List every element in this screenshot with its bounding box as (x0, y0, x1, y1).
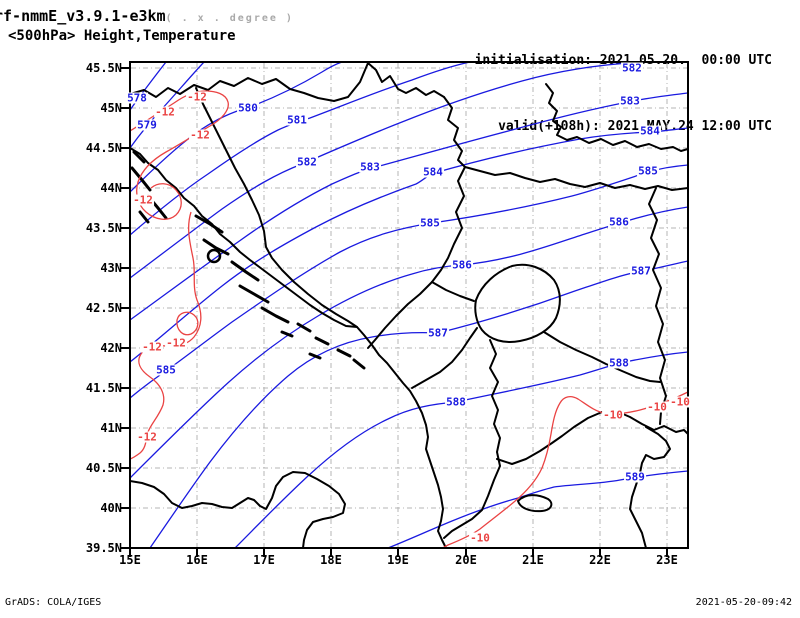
grid-lines (131, 63, 687, 547)
height-label-585: 585 (419, 216, 441, 230)
height-label-580: 580 (237, 101, 259, 115)
lat-label-44.5N: 44.5N (85, 141, 122, 155)
temp-label--12: -12 (136, 430, 158, 444)
lat-label-43.5N: 43.5N (85, 221, 122, 235)
axis-ticks (121, 67, 668, 557)
height-label-585: 585 (155, 363, 177, 377)
header-left: rf-nmmE_v3.9.1-e3km( . x . degree ) (0, 6, 294, 25)
border-snake (545, 83, 688, 152)
border-albania-east (443, 339, 501, 539)
border-macedonia-north (543, 331, 661, 383)
coastline-italy (130, 471, 346, 548)
height-label-589: 589 (624, 470, 646, 484)
plot-frame (129, 61, 689, 549)
border-montenegro (367, 281, 433, 349)
lat-label-39.5N: 39.5N (85, 541, 122, 555)
lat-label-45.5N: 45.5N (85, 61, 122, 75)
lon-label-22E: 22E (589, 553, 611, 567)
contour-584 (130, 127, 688, 363)
border-serbia-bulgaria (648, 187, 667, 425)
lake-outline (517, 494, 553, 513)
height-label-584: 584 (422, 165, 444, 179)
lat-label-42.5N: 42.5N (85, 301, 122, 315)
lon-label-15E: 15E (119, 553, 141, 567)
height-label-586: 586 (451, 258, 473, 272)
temp-label--12: -12 (132, 193, 154, 207)
height-label-587: 587 (427, 326, 449, 340)
temp--12-south (130, 211, 202, 460)
height-label-583: 583 (619, 94, 641, 108)
height-label-582: 582 (296, 155, 318, 169)
lon-label-20E: 20E (455, 553, 477, 567)
height-contours (130, 62, 688, 548)
temp-label--10: -10 (669, 395, 691, 409)
lon-label-17E: 17E (253, 553, 275, 567)
model-note: ( . x . degree ) (165, 13, 294, 24)
temp-label--12: -12 (186, 90, 208, 104)
lon-label-23E: 23E (656, 553, 678, 567)
contour-578 (130, 62, 167, 111)
variable-title: <500hPa> Height,Temperature (8, 28, 236, 44)
lat-label-41N: 41N (100, 421, 122, 435)
lat-label-45N: 45N (100, 101, 122, 115)
border-north (130, 62, 445, 102)
temp--10 (442, 391, 688, 548)
height-label-579: 579 (136, 118, 158, 132)
temp-label--12: -12 (189, 128, 211, 142)
temp-label--10: -10 (646, 400, 668, 414)
lat-label-40N: 40N (100, 501, 122, 515)
model-name: rf-nmmE_v3.9.1-e3km (0, 7, 166, 25)
lat-label-40.5N: 40.5N (85, 461, 122, 475)
temperature-contours (130, 90, 688, 548)
border-kosovo (474, 263, 561, 343)
border-bosnia-west (195, 87, 358, 328)
map-outlines (130, 62, 688, 548)
lon-label-18E: 18E (320, 553, 342, 567)
temp-label--12: -12 (154, 105, 176, 119)
border-kosovo-conn (431, 281, 475, 302)
temp-label--10: -10 (469, 531, 491, 545)
islands (130, 150, 366, 370)
height-label-587: 587 (630, 264, 652, 278)
lat-label-42N: 42N (100, 341, 122, 355)
contour-580 (130, 62, 343, 193)
border-drina (431, 166, 466, 283)
coastline-adriatic (130, 147, 447, 548)
height-label-588: 588 (608, 356, 630, 370)
lon-label-19E: 19E (387, 553, 409, 567)
contour-585 (130, 164, 688, 399)
border-bottom-right (629, 426, 671, 548)
temp-label--12: -12 (165, 336, 187, 350)
temp--12-loop (176, 311, 199, 336)
temp-label--12: -12 (141, 340, 163, 354)
lat-label-44N: 44N (100, 181, 122, 195)
lon-label-16E: 16E (186, 553, 208, 567)
temp-label--10: -10 (602, 408, 624, 422)
height-label-578: 578 (126, 91, 148, 105)
border-zigzag (443, 96, 466, 168)
height-label-586: 586 (608, 215, 630, 229)
height-label-585: 585 (637, 164, 659, 178)
grads-credit: GrADS: COLA/IGES (5, 597, 102, 608)
contour-587 (149, 260, 688, 548)
height-label-583: 583 (359, 160, 381, 174)
height-label-582: 582 (621, 61, 643, 75)
height-label-588: 588 (445, 395, 467, 409)
height-label-584: 584 (639, 124, 661, 138)
lat-label-43N: 43N (100, 261, 122, 275)
contour-588 (234, 351, 688, 548)
border-sava (464, 166, 688, 191)
lon-label-21E: 21E (522, 553, 544, 567)
height-label-581: 581 (286, 113, 308, 127)
border-albania-north (411, 327, 478, 389)
render-timestamp: 2021-05-20-09:42 (695, 597, 792, 608)
border-greece-north (496, 410, 688, 465)
contour-582 (130, 62, 646, 279)
lat-label-41.5N: 41.5N (85, 381, 122, 395)
